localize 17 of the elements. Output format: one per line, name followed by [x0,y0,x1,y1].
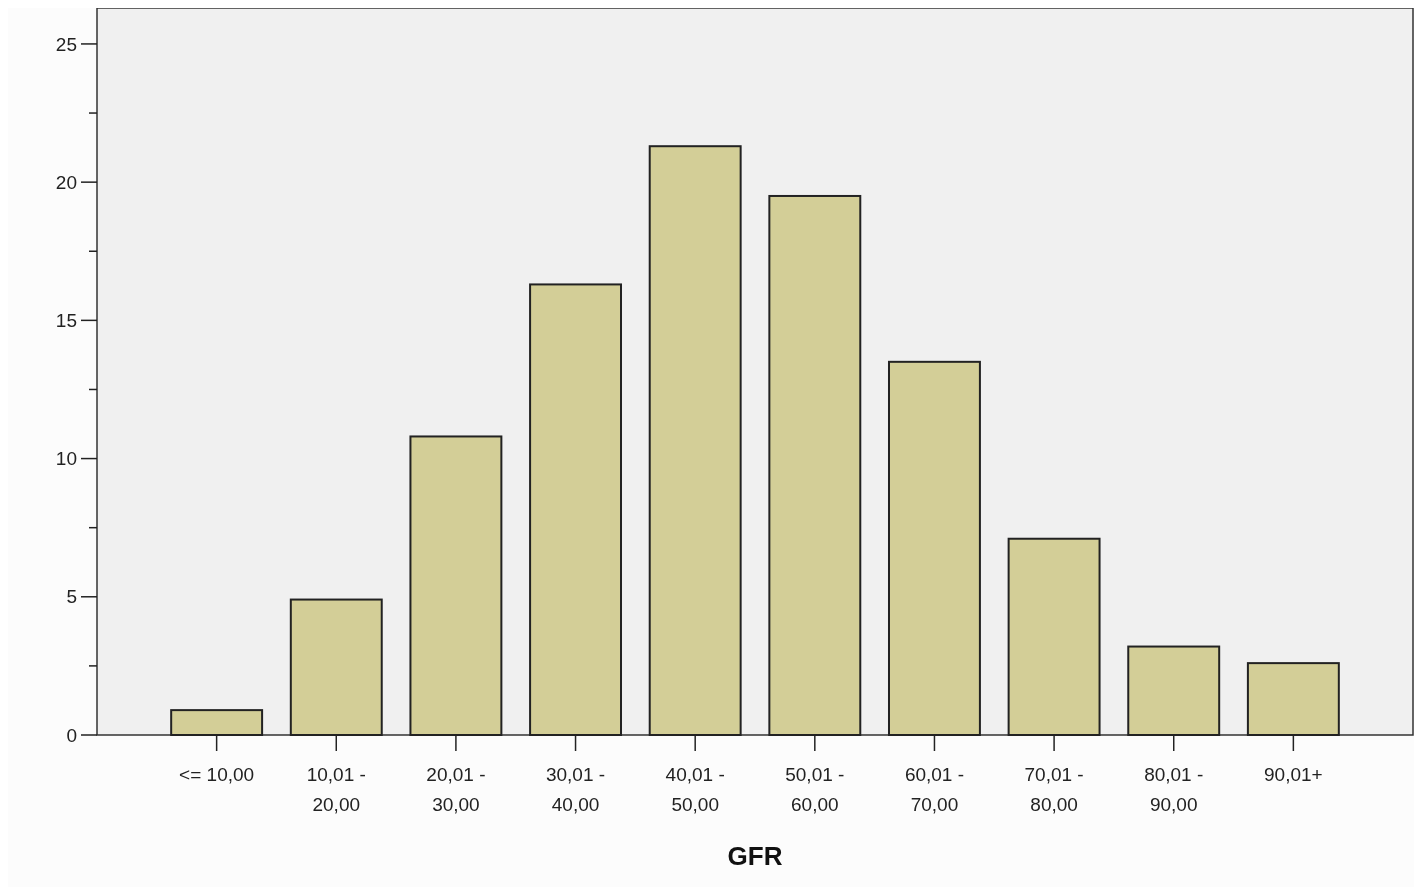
y-tick-label: 25 [55,33,77,55]
x-tick-label: 60,01 - 70,00 [904,764,965,815]
y-tick-label: 5 [66,586,77,608]
x-tick-label: 20,01 - 30,00 [426,764,486,815]
y-tick-label: 20 [55,171,77,193]
x-tick-label: 10,01 - 20,00 [306,764,366,815]
x-tick-label: 90,01+ [1264,764,1323,785]
y-tick-label: 10 [55,448,77,470]
x-tick-label: 80,01 - 90,00 [1144,764,1204,815]
x-tick-label: <= 10,00 [179,764,255,785]
x-tick-label: 50,01 - 60,00 [785,764,845,815]
x-tick-label: 70,01 - 80,00 [1024,764,1084,815]
x-tick-label: 40,01 - 50,00 [665,764,725,815]
y-tick-label: 15 [55,310,77,332]
x-tick-label: 30,01 - 40,00 [545,764,606,815]
x-axis-title: GFR [727,841,783,871]
y-tick-label: 0 [66,724,77,746]
